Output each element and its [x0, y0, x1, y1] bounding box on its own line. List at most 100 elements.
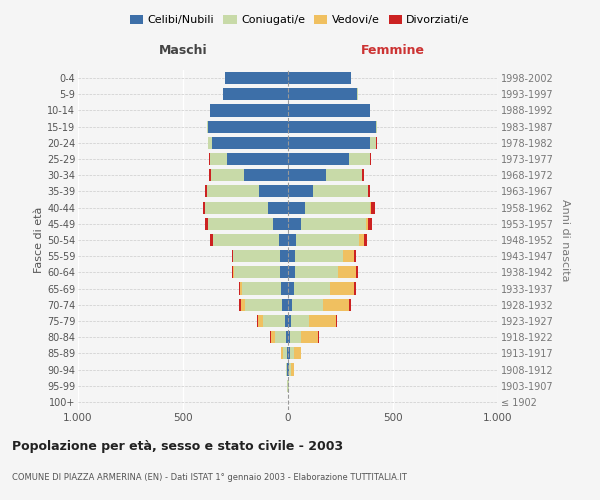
Bar — [288, 364, 289, 376]
Bar — [211, 104, 288, 117]
Bar — [309, 315, 337, 327]
Bar — [294, 348, 301, 360]
Bar — [278, 234, 288, 246]
Bar — [362, 169, 364, 181]
Legend: Celibi/Nubili, Coniugati/e, Vedovi/e, Divorziati/e: Celibi/Nubili, Coniugati/e, Vedovi/e, Di… — [125, 10, 475, 30]
Bar — [288, 120, 376, 132]
Bar — [288, 250, 295, 262]
Bar — [359, 234, 364, 246]
Bar — [330, 282, 354, 294]
Text: COMUNE DI PIAZZA ARMERINA (EN) - Dati ISTAT 1° gennaio 2003 - Elaborazione TUTTI: COMUNE DI PIAZZA ARMERINA (EN) - Dati IS… — [12, 473, 407, 482]
Bar — [288, 348, 290, 360]
Bar — [326, 169, 361, 181]
Bar — [233, 250, 280, 262]
Bar — [288, 202, 305, 213]
Text: Maschi: Maschi — [158, 44, 208, 57]
Bar — [295, 250, 343, 262]
Bar — [323, 298, 349, 311]
Bar — [288, 218, 301, 230]
Bar — [209, 169, 211, 181]
Bar — [280, 266, 288, 278]
Bar — [370, 202, 371, 213]
Bar — [290, 331, 301, 343]
Bar — [232, 250, 233, 262]
Bar — [288, 72, 351, 84]
Bar — [286, 331, 288, 343]
Bar — [288, 169, 326, 181]
Bar — [370, 137, 376, 149]
Bar — [368, 186, 370, 198]
Bar — [349, 153, 370, 165]
Bar — [212, 137, 288, 149]
Bar — [313, 186, 368, 198]
Bar — [257, 315, 263, 327]
Bar — [210, 153, 227, 165]
Bar — [239, 298, 241, 311]
Bar — [242, 282, 281, 294]
Bar — [227, 153, 288, 165]
Bar — [225, 72, 288, 84]
Bar — [289, 364, 291, 376]
Bar — [203, 202, 205, 213]
Bar — [305, 202, 370, 213]
Bar — [209, 153, 211, 165]
Bar — [356, 266, 358, 278]
Bar — [233, 266, 235, 278]
Bar — [223, 88, 288, 101]
Bar — [288, 186, 313, 198]
Bar — [286, 364, 287, 376]
Bar — [281, 282, 288, 294]
Y-axis label: Fasce di età: Fasce di età — [34, 207, 44, 273]
Bar — [285, 315, 288, 327]
Bar — [268, 202, 288, 213]
Text: Femmine: Femmine — [361, 44, 425, 57]
Bar — [208, 137, 212, 149]
Bar — [210, 234, 213, 246]
Text: Popolazione per età, sesso e stato civile - 2003: Popolazione per età, sesso e stato civil… — [12, 440, 343, 453]
Bar — [349, 298, 350, 311]
Bar — [271, 331, 275, 343]
Bar — [288, 282, 295, 294]
Bar — [205, 202, 268, 213]
Bar — [240, 282, 242, 294]
Bar — [368, 218, 373, 230]
Bar — [263, 315, 285, 327]
Bar — [296, 234, 359, 246]
Bar — [376, 120, 377, 132]
Bar — [301, 218, 366, 230]
Bar — [288, 88, 358, 101]
Bar — [235, 266, 280, 278]
Bar — [207, 186, 259, 198]
Bar — [245, 298, 282, 311]
Bar — [205, 218, 208, 230]
Bar — [259, 186, 288, 198]
Bar — [291, 315, 309, 327]
Bar — [295, 282, 330, 294]
Bar — [287, 364, 288, 376]
Bar — [214, 234, 278, 246]
Bar — [244, 169, 288, 181]
Bar — [288, 331, 290, 343]
Bar — [211, 169, 244, 181]
Bar — [281, 348, 283, 360]
Bar — [354, 250, 356, 262]
Bar — [282, 298, 288, 311]
Bar — [291, 364, 294, 376]
Bar — [366, 218, 368, 230]
Bar — [288, 137, 370, 149]
Bar — [280, 250, 288, 262]
Bar — [370, 153, 371, 165]
Bar — [232, 266, 233, 278]
Bar — [239, 282, 240, 294]
Bar — [364, 234, 367, 246]
Bar — [288, 153, 349, 165]
Bar — [283, 348, 287, 360]
Bar — [287, 348, 288, 360]
Bar — [205, 186, 207, 198]
Bar — [371, 202, 375, 213]
Bar — [274, 218, 288, 230]
Bar — [207, 120, 208, 132]
Bar — [288, 298, 292, 311]
Bar — [288, 234, 296, 246]
Bar — [208, 120, 288, 132]
